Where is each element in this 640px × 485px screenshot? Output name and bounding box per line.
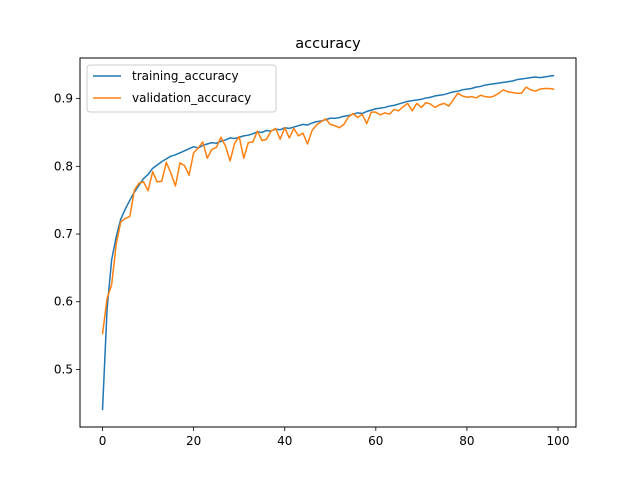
series-layer — [101, 74, 555, 411]
y-tick-label: 0.6 — [54, 295, 73, 309]
x-tick-label: 40 — [277, 434, 292, 448]
x-tick-label: 100 — [547, 434, 570, 448]
x-tick-label: 80 — [459, 434, 474, 448]
series-line-validation-accuracy — [101, 86, 555, 335]
legend-frame — [86, 64, 277, 113]
legend-label-training-accuracy: training_accuracy — [132, 69, 239, 83]
y-tick-label: 0.5 — [54, 362, 73, 376]
x-axis: 0 20 40 60 80 100 — [99, 427, 570, 448]
x-tick-label: 0 — [99, 434, 107, 448]
legend-label-validation-accuracy: validation_accuracy — [132, 91, 251, 105]
x-tick-label: 60 — [368, 434, 383, 448]
x-tick-label: 20 — [186, 434, 201, 448]
y-tick-label: 0.9 — [54, 92, 73, 106]
y-axis: 0.5 0.6 0.7 0.8 0.9 — [54, 92, 80, 376]
plot-area — [79, 57, 577, 428]
series-line-training-accuracy — [101, 74, 555, 411]
chart-title: accuracy — [295, 36, 361, 52]
legend: training_accuracy validation_accuracy — [86, 64, 277, 113]
axes-frame — [79, 57, 577, 428]
y-tick-label: 0.8 — [54, 159, 73, 173]
y-tick-label: 0.7 — [54, 227, 73, 241]
